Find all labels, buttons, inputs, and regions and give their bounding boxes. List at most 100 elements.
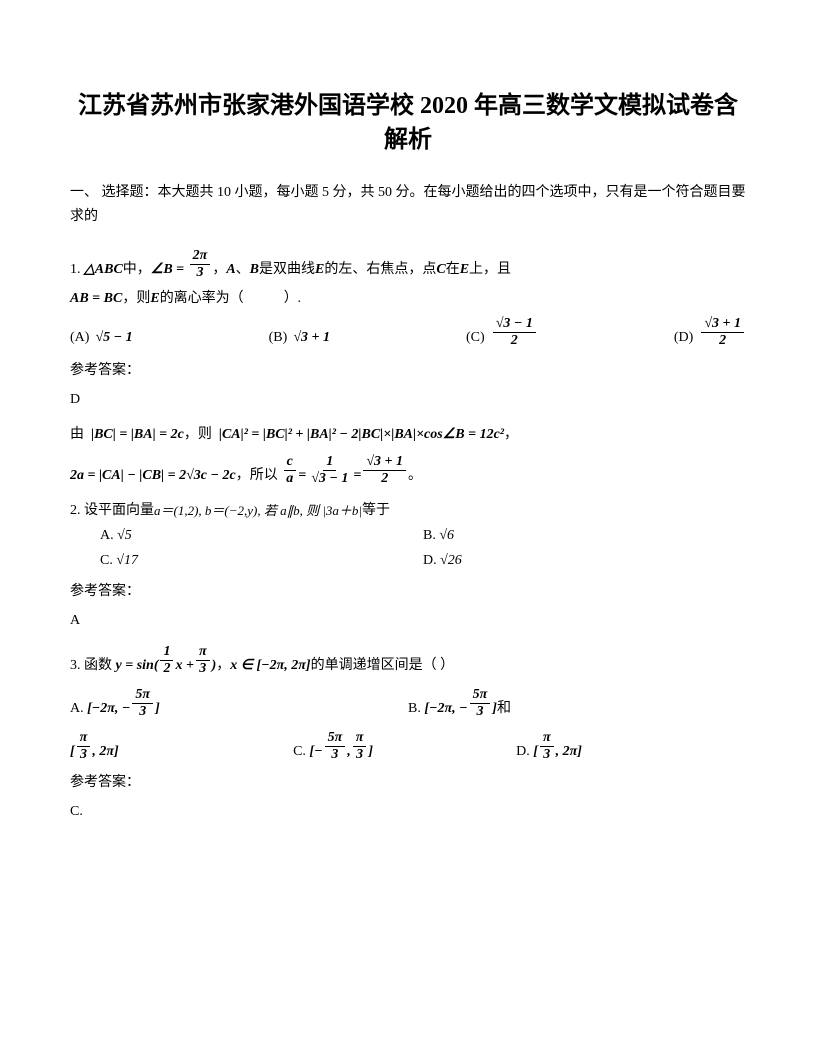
fn-y-eq-sin: y = sin( (116, 655, 159, 676)
frac-5pi-3: 5π 3 (325, 731, 346, 762)
num: 1 (323, 455, 336, 471)
text: 的单调递增区间是（ ） (311, 655, 455, 676)
frac-pi-3: π 3 (540, 731, 554, 762)
opt-d-label: D. (423, 553, 437, 568)
num: π (353, 731, 367, 747)
sol-eq2: |CA|² = |BC|² + |BA|² − 2|BC|×|BA|×cos∠B… (219, 424, 504, 445)
text: 的离心率为（ (160, 288, 244, 309)
comma: , (347, 741, 351, 762)
domain: x ∈ [−2π, 2π] (230, 655, 310, 676)
q2-answer: A (70, 610, 746, 631)
bracket: [− (309, 741, 322, 762)
opt-c-frac: √3 − 1 2 (493, 317, 536, 348)
frac-1-2: 1 2 (160, 645, 173, 676)
text: 上，且 (469, 259, 511, 280)
opt-b: √6 (439, 528, 454, 543)
num: π (196, 645, 210, 661)
den: 2 (508, 333, 521, 348)
text: ，则 (184, 424, 212, 445)
bracket: ] (368, 741, 373, 762)
frac-2pi-3: 2π 3 (190, 249, 211, 280)
opt-d: √26 (440, 553, 462, 568)
opt-c-label: (C) (466, 327, 485, 348)
den: a (283, 471, 296, 486)
den: √3 − 1 (308, 471, 351, 486)
text: 是双曲线 (259, 259, 315, 280)
eq: = (353, 465, 361, 486)
den: 3 (136, 704, 149, 719)
ab-eq-bc: AB = BC (70, 288, 122, 309)
question-2: 2. 设平面向量 a＝(1,2), b＝(−2,y), 若 a∥b, 则 |3a… (70, 500, 746, 631)
bracket: [ (533, 741, 538, 762)
text: x + (175, 655, 193, 676)
answer-label: 参考答案： (70, 581, 746, 602)
text: 等于 (362, 500, 390, 521)
text: 设平面向量 (84, 500, 154, 521)
answer-label: 参考答案： (70, 360, 746, 381)
text: ）. (284, 288, 302, 309)
frac-5pi-3: 5π 3 (470, 688, 491, 719)
num: 5π (132, 688, 153, 704)
num: √3 − 1 (493, 317, 536, 333)
frac-pi-3: π 3 (77, 731, 91, 762)
num: 1 (160, 645, 173, 661)
frac-r3p1-2: √3 + 1 2 (363, 455, 406, 486)
opt-d-label: (D) (674, 327, 693, 348)
pt-c: C (436, 259, 445, 280)
den: 3 (77, 747, 90, 762)
den: 3 (473, 704, 486, 719)
den: 3 (193, 265, 206, 280)
eq: = (298, 465, 306, 486)
text: 、 (236, 259, 250, 280)
num: π (540, 731, 554, 747)
opt-a-label: (A) (70, 327, 89, 348)
sol-eq3: 2a = |CA| − |CB| = 2√3c − 2c (70, 465, 236, 486)
q3-answer: C. (70, 801, 746, 822)
den: 2 (378, 471, 391, 486)
den: 3 (540, 747, 553, 762)
bracket: , 2π] (556, 741, 582, 762)
opt-b: √3 + 1 (293, 327, 330, 348)
q2-expr: a＝(1,2), b＝(−2,y), 若 a∥b, 则 |3a＋b| (154, 501, 362, 521)
frac-5pi-3: 5π 3 (132, 688, 153, 719)
frac-c-a: c a (283, 455, 296, 486)
opt-d-frac: √3 + 1 2 (701, 317, 744, 348)
opt-b-label: B. (423, 528, 436, 543)
num: √3 + 1 (701, 317, 744, 333)
den: 3 (328, 747, 341, 762)
frac-1-r3m1: 1 √3 − 1 (308, 455, 351, 486)
text: ， (212, 259, 226, 280)
page-title: 江苏省苏州市张家港外国语学校 2020 年高三数学文模拟试卷含解析 (70, 90, 746, 157)
q2-number: 2. (70, 500, 81, 521)
question-3: 3. 函数 y = sin( 1 2 x + π 3 ) ， x ∈ [−2π,… (70, 645, 746, 822)
bracket: ] (155, 698, 160, 719)
answer-label: 参考答案： (70, 772, 746, 793)
q1-triangle: △ABC (84, 259, 123, 280)
den: 2 (160, 661, 173, 676)
curve-e: E (460, 259, 469, 280)
bracket: [ (70, 741, 75, 762)
opt-c: √17 (116, 553, 138, 568)
text: 在 (446, 259, 460, 280)
text: ， (504, 424, 518, 445)
opt-a-label: A. (70, 698, 84, 719)
frac-pi-3: π 3 (353, 731, 367, 762)
num: 5π (325, 731, 346, 747)
den: 3 (353, 747, 366, 762)
opt-d-label: D. (516, 741, 530, 762)
q1-options: (A) √5 − 1 (B) √3 + 1 (C) √3 − 1 2 (D) √… (70, 317, 746, 348)
text: 。 (408, 465, 422, 486)
pt-a: A (226, 259, 235, 280)
den: 3 (196, 661, 209, 676)
opt-c-label: C. (293, 741, 306, 762)
angle-b: ∠B = (151, 259, 184, 280)
opt-a: √5 (117, 528, 132, 543)
opt-c-label: C. (100, 553, 113, 568)
opt-b-label: B. (408, 698, 421, 719)
section-instructions: 一、 选择题：本大题共 10 小题，每小题 5 分，共 50 分。在每小题给出的… (70, 181, 746, 229)
text-and: 和 (497, 698, 511, 719)
bracket: [−2π, − (424, 698, 467, 719)
q1-number: 1. (70, 259, 81, 280)
pt-b: B (250, 259, 259, 280)
num: 5π (470, 688, 491, 704)
